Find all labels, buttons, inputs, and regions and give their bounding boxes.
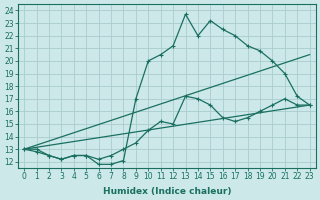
X-axis label: Humidex (Indice chaleur): Humidex (Indice chaleur) — [103, 187, 231, 196]
